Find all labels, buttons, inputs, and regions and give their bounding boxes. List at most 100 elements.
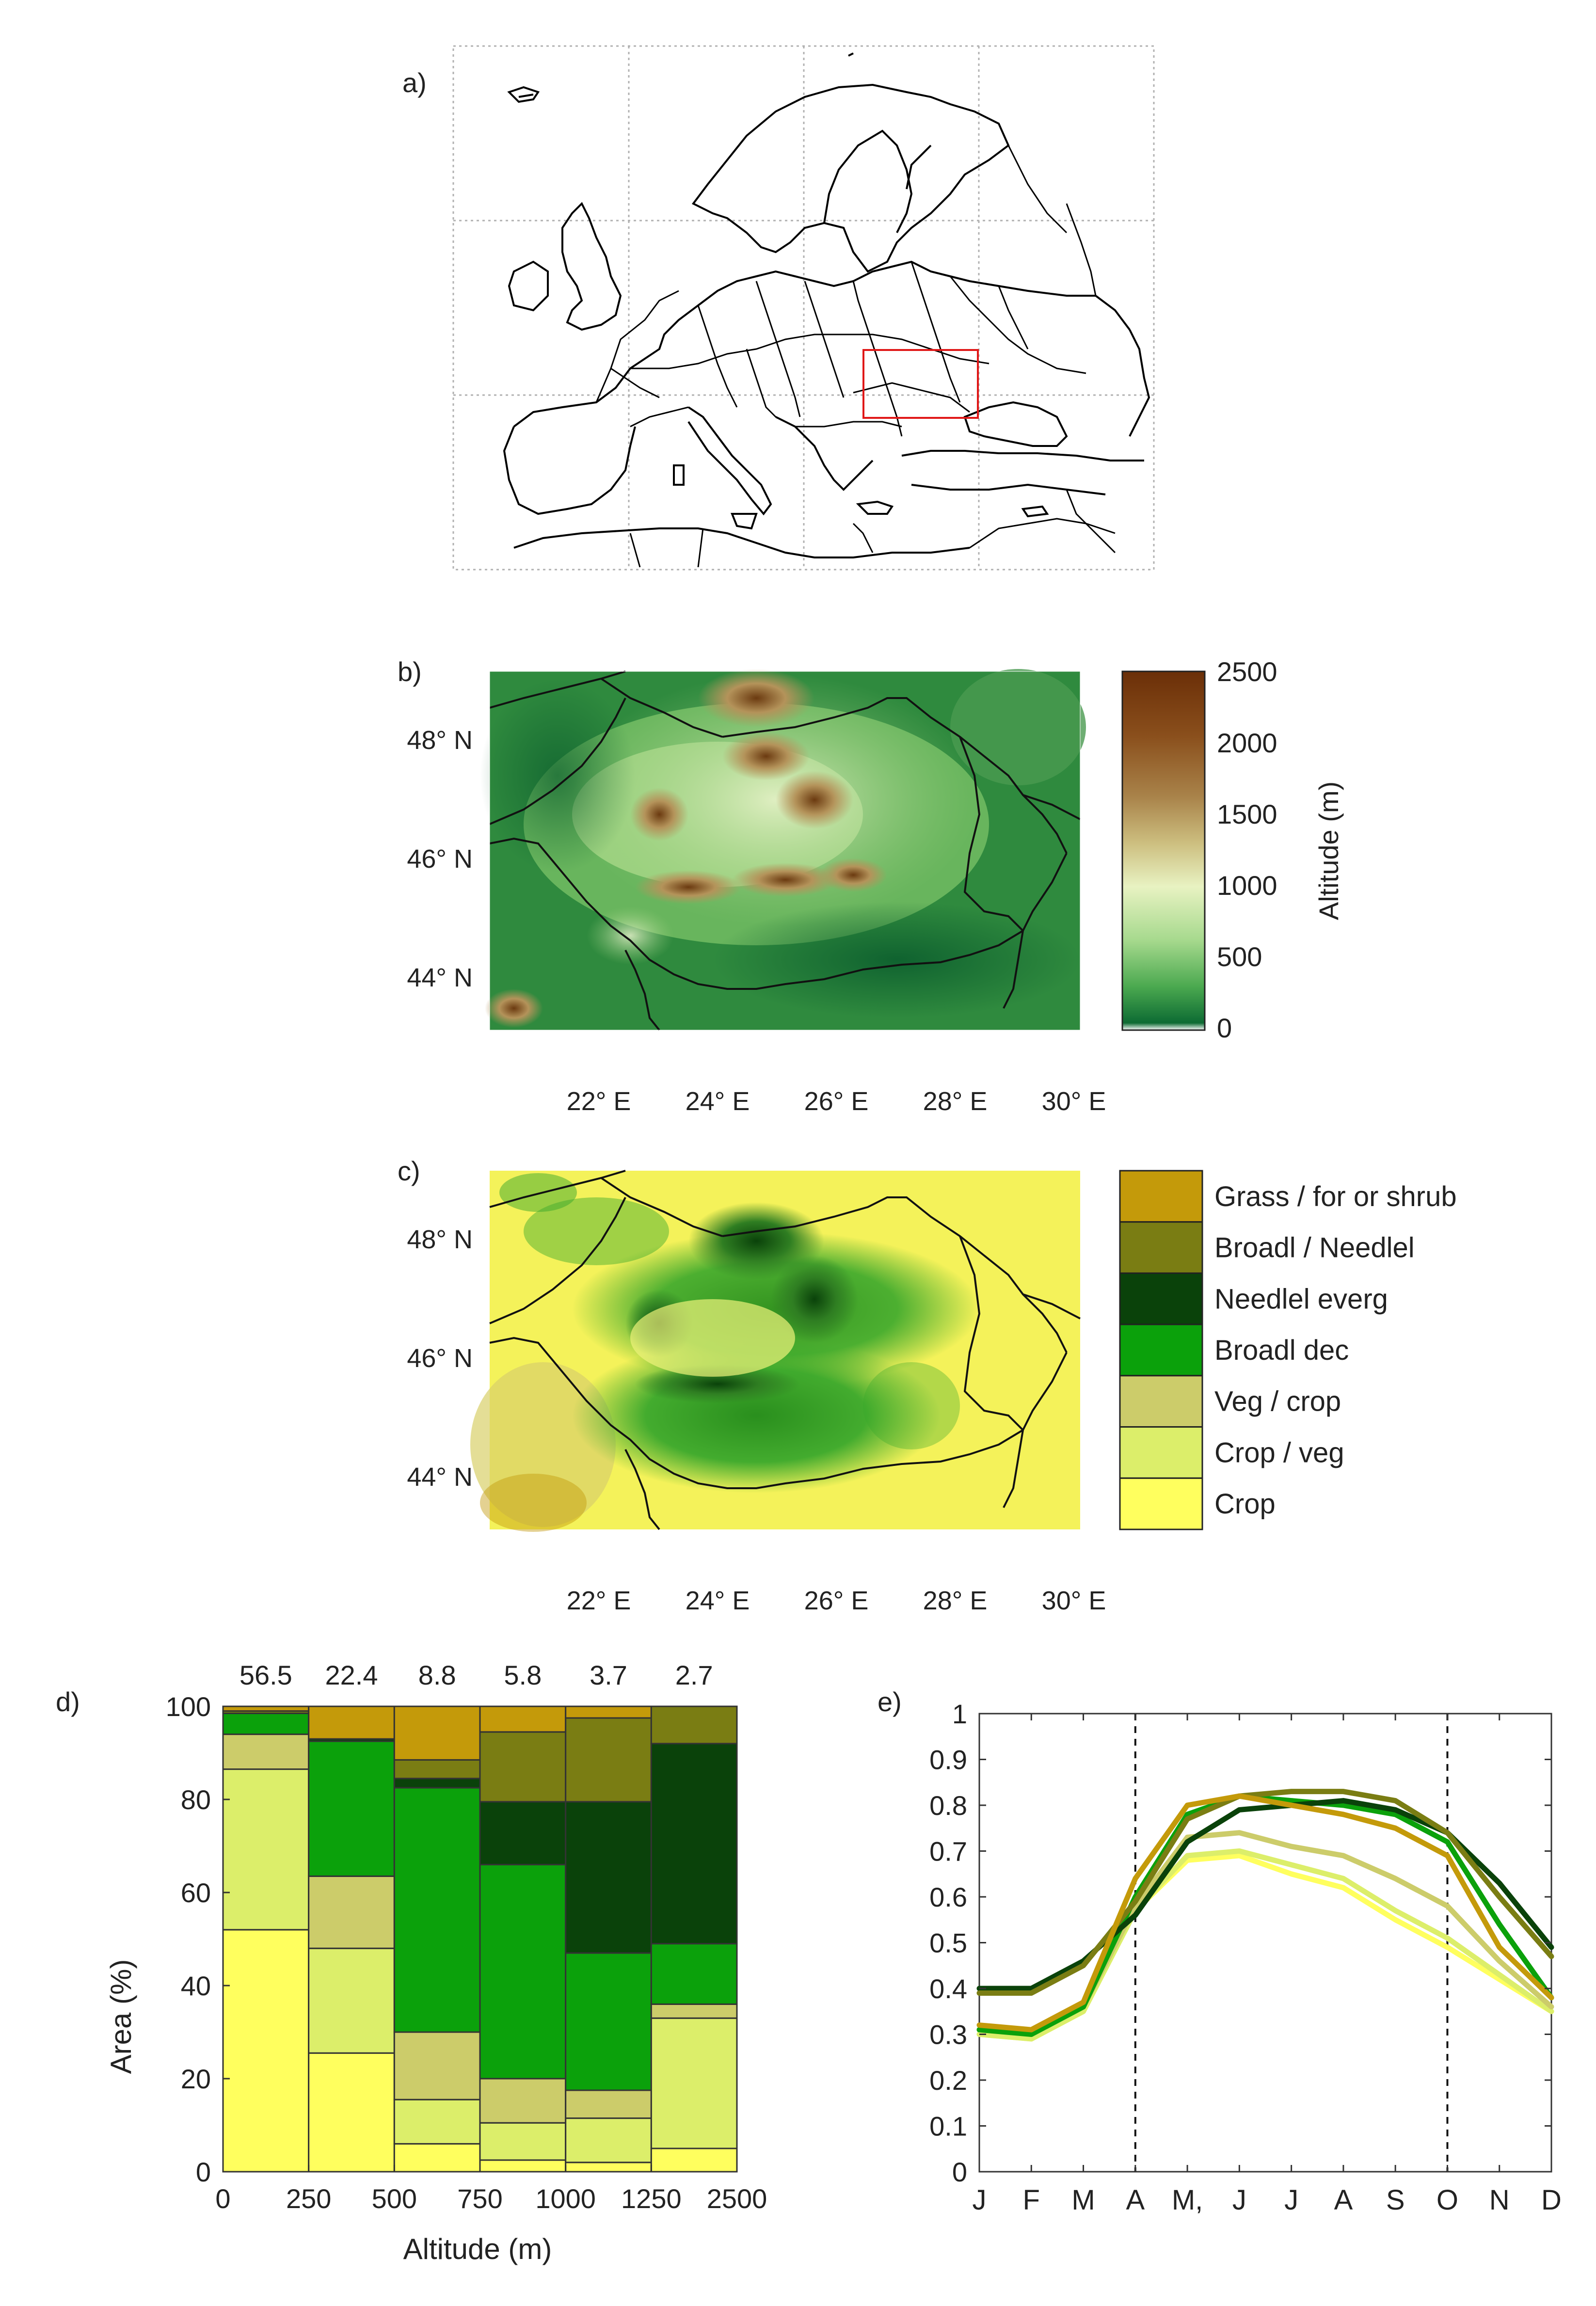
landcover-map-borders [489, 1170, 1081, 1530]
lon-label: 26° E [804, 1087, 869, 1116]
d-xtick-label: 1250 [621, 2183, 682, 2214]
lon-label: 28° E [923, 1087, 988, 1116]
d-ytick-label: 0 [196, 2157, 211, 2187]
panel-a: a) [402, 45, 1155, 571]
e-xtick-label: J [1284, 2184, 1298, 2216]
e-xtick-label: M [1071, 2184, 1095, 2216]
legend-swatch [1119, 1170, 1203, 1223]
lat-label: 44° N [407, 1463, 473, 1492]
lon-label: 24° E [686, 1586, 750, 1615]
panel-e-label: e) [878, 1686, 902, 1717]
e-xtick-label: J [1232, 2184, 1246, 2216]
bar-segment [565, 1717, 652, 1803]
bar-total-label: 8.8 [418, 1660, 456, 1690]
bar-total-label: 5.8 [504, 1660, 542, 1690]
d-xtick-label: 0 [215, 2183, 230, 2214]
e-ytick-label: 0.2 [929, 2065, 967, 2096]
lat-label: 48° N [407, 1225, 473, 1254]
panel-e: e) 00.10.20.30.40.50.60.70.80.91J F M A M, J J… [878, 1686, 1562, 2216]
e-xtick-label: N [1489, 2184, 1510, 2216]
bar-segment [222, 1929, 310, 2173]
bar-segment [479, 2122, 567, 2161]
bar-segment [565, 2089, 652, 2119]
panel-b-lon-labels: 22° E 24° E 26° E 28° E 30° E [567, 1087, 1106, 1116]
bar-segment [479, 1705, 567, 1733]
lon-label: 30° E [1042, 1087, 1106, 1116]
panel-c: c) 48° N [398, 1156, 1457, 1615]
panel-c-label: c) [398, 1156, 420, 1186]
legend-swatch [1119, 1323, 1203, 1377]
e-ytick-label: 0.9 [929, 1745, 967, 1775]
bar-segment [393, 1759, 481, 1780]
d-ytick-label: 40 [181, 1971, 211, 2001]
colorbar-tick: 500 [1217, 941, 1262, 972]
colorbar-ticks: 2500 2000 1500 1000 500 0 [1217, 656, 1277, 1043]
d-ytick-label: 20 [181, 2064, 211, 2094]
colorbar-tick: 2500 [1217, 656, 1277, 687]
e-xtick-label: M, [1172, 2184, 1203, 2216]
bar-total-label: 56.5 [239, 1660, 292, 1690]
panel-d-label: d) [56, 1686, 80, 1717]
bar-segment [650, 2003, 738, 2019]
lat-label: 46° N [407, 844, 473, 874]
colorbar-tick: 1000 [1217, 870, 1277, 901]
bar-total-label: 2.7 [675, 1660, 713, 1690]
legend-label: Crop [1214, 1488, 1276, 1520]
e-axes-box [978, 1713, 1552, 2173]
legend-label: Needlel everg [1214, 1283, 1388, 1315]
lon-label: 28° E [923, 1586, 988, 1615]
landcover-legend: Grass / for or shrub Broadl / Needlel Need… [1119, 1170, 1457, 1530]
e-ytick-label: 0.3 [929, 2020, 967, 2050]
bar-segment [393, 1787, 481, 2033]
colorbar-tick: 1500 [1217, 799, 1277, 829]
bar-segment [479, 2159, 567, 2173]
e-ytick-label: 0.4 [929, 1973, 967, 2004]
d-xtick-label: 2500 [707, 2183, 767, 2214]
e-xtick-label: F [1023, 2184, 1040, 2216]
altitude-map-frame [489, 671, 1081, 1031]
europe-borders [595, 145, 1116, 568]
d-xlabel: Altitude (m) [403, 2233, 552, 2265]
bar-segment [308, 1947, 395, 2054]
bar-segment [650, 1705, 738, 1745]
lon-label: 22° E [567, 1087, 631, 1116]
e-ytick-label: 0.6 [929, 1882, 967, 1912]
series-line [976, 1793, 1554, 2033]
e-ytick-label: 1 [952, 1699, 967, 1729]
lon-label: 26° E [804, 1586, 869, 1615]
lat-label: 48° N [407, 726, 473, 755]
bar-total-label: 3.7 [590, 1660, 627, 1690]
bar-segment [308, 1875, 395, 1949]
e-xtick-label: S [1386, 2184, 1405, 2216]
line-chart: 00.10.20.30.40.50.60.70.80.91J F M A M, J J A S O… [929, 1699, 1562, 2216]
e-xtick-label: D [1541, 2184, 1562, 2216]
e-xtick-label: O [1436, 2184, 1458, 2216]
legend-swatch [1119, 1375, 1203, 1428]
bar-segment [222, 1712, 310, 1735]
e-ytick-label: 0.5 [929, 1928, 967, 1958]
bar-segment [222, 1768, 310, 1931]
bar-segment [393, 2143, 481, 2173]
altitude-colorbar: 2500 2000 1500 1000 500 0 Altitude (m) [1121, 656, 1344, 1043]
bar-segment [565, 1952, 652, 2091]
bar-segment [393, 2099, 481, 2145]
d-ylabel: Area (%) [105, 1959, 137, 2074]
legend-label: Broadl dec [1214, 1335, 1349, 1366]
e-xtick-label: J [973, 2184, 987, 2216]
legend-label: Grass / for or shrub [1214, 1181, 1457, 1212]
series-line [976, 1789, 1554, 1996]
panel-a-label: a) [402, 67, 427, 98]
e-ytick-label: 0.1 [929, 2111, 967, 2142]
altitude-map-borders [489, 670, 1081, 1031]
d-xtick-label: 250 [286, 2183, 331, 2214]
bar-segment [308, 1740, 395, 1877]
bar-segment [650, 1943, 738, 2005]
bar-segment [565, 1801, 652, 1954]
bar-segment [650, 1743, 738, 1945]
legend-label: Crop / veg [1214, 1437, 1344, 1468]
lon-label: 24° E [686, 1087, 750, 1116]
bar-segment [479, 1731, 567, 1803]
bar-segment [393, 1778, 481, 1789]
bar-segment [393, 2031, 481, 2100]
